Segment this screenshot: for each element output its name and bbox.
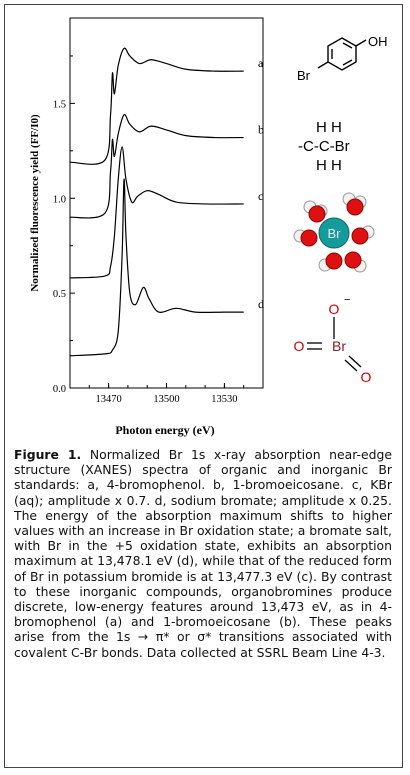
ethane-h-bottom: H H	[316, 157, 342, 174]
water-molecule	[293, 229, 318, 247]
br-label-phenol: Br	[297, 68, 311, 83]
x-tick-label: 13530	[211, 394, 237, 405]
y-tick-label: 0.0	[53, 384, 66, 395]
series-label-d: d	[258, 297, 264, 311]
y-tick-label: 1.0	[53, 194, 66, 205]
bromide-ion	[318, 217, 350, 249]
water-molecule	[351, 225, 375, 245]
caption-text: Normalized Br 1s x-ray absorption near-e…	[14, 447, 392, 660]
bromate-structure	[307, 317, 362, 372]
bromate-o-top: O	[329, 301, 340, 317]
bromate-br: Br	[332, 338, 346, 354]
y-tick-label: 1.5	[53, 99, 66, 110]
water-molecule	[342, 192, 367, 216]
water-molecule	[303, 200, 328, 223]
x-axis-label: Photon energy (eV)	[115, 423, 214, 437]
water-molecule	[344, 251, 367, 273]
water-molecule	[318, 252, 343, 272]
bromate-o-right: O	[361, 369, 372, 385]
y-tick-label: 0.5	[53, 289, 66, 300]
spectrum-line-d	[69, 178, 244, 357]
series-label-c: c	[258, 189, 263, 203]
ethane-backbone: -C-C-Br	[298, 138, 350, 155]
bromate-charge: −	[344, 294, 350, 306]
spectra-group	[69, 47, 244, 357]
bromophenol-structure	[317, 37, 367, 71]
oh-group-label: OH	[368, 34, 388, 49]
axis-ticks	[70, 55, 245, 389]
caption-label: Figure 1.	[14, 447, 82, 462]
tick-labels: 13470 13500 13530 0.0 0.5 1.0 1.5	[53, 99, 238, 405]
xanes-figure: 13470 13500 13530 0.0 0.5 1.0 1.5 a b c d Photon …	[29, 17, 388, 437]
y-axis-label: Normalized fluorescence yield (FF/I0)	[29, 114, 41, 292]
series-label-b: b	[258, 123, 264, 137]
figure-caption: Figure 1. Normalized Br 1s x-ray absorpt…	[14, 447, 392, 660]
spectrum-line-b	[69, 114, 244, 219]
series-label-a: a	[258, 56, 264, 70]
spectrum-line-c	[69, 146, 244, 279]
hydrated-bromide: Br	[293, 192, 375, 273]
ethane-h-top: H H	[316, 119, 342, 136]
series-labels: a b c d	[258, 56, 264, 311]
bromate-o-left: O	[294, 338, 305, 354]
bromide-label: Br	[328, 226, 342, 241]
plot-frame	[69, 17, 264, 389]
x-tick-label: 13470	[95, 394, 121, 405]
x-tick-label: 13500	[153, 394, 179, 405]
spectrum-line-a	[69, 47, 244, 165]
